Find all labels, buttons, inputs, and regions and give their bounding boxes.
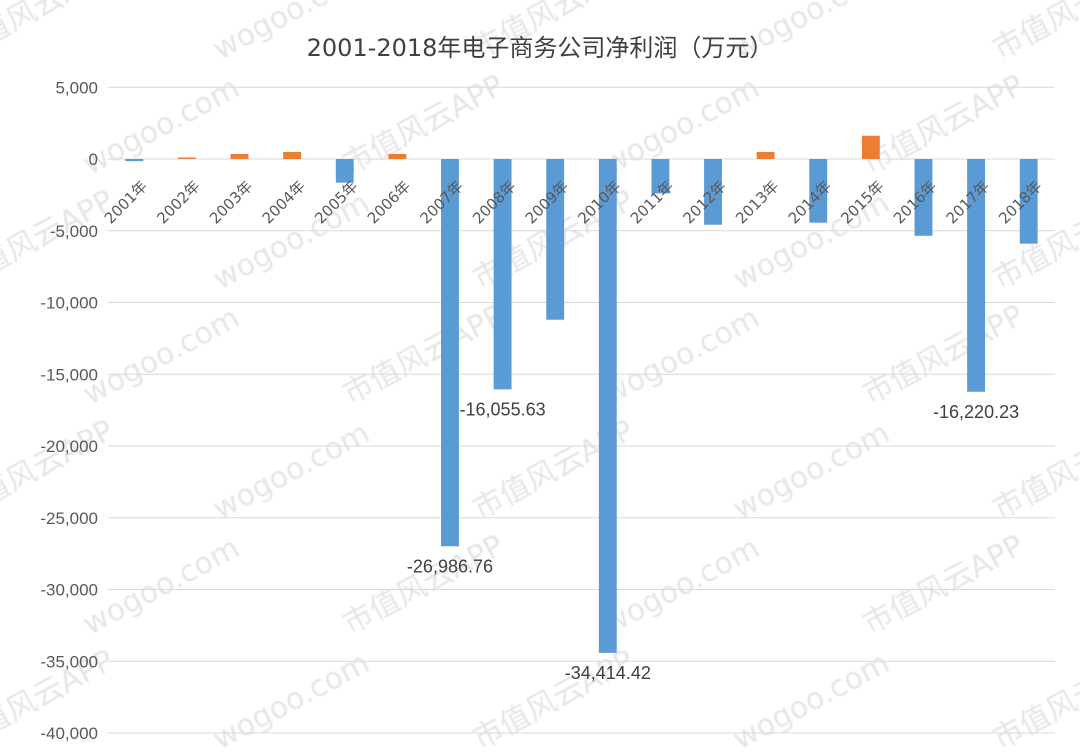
bar-2016年 (914, 159, 933, 236)
x-tick-label: 2015年 (837, 177, 887, 227)
data-label: -16,220.23 (933, 402, 1019, 422)
bar-2009年 (546, 159, 565, 320)
data-labels: -26,986.76 -16,055.63 -34,414.42 -16,220.23 (407, 399, 1019, 682)
bar-2007年 (441, 159, 459, 547)
y-tick-label: -35,000 (40, 652, 98, 671)
y-tick-label: -40,000 (40, 724, 98, 743)
y-tick-label: 0 (89, 150, 98, 169)
y-tick-label: -5,000 (50, 222, 98, 241)
bar-2004年 (283, 151, 302, 159)
data-label: -26,986.76 (407, 556, 493, 576)
x-tick-label: 2003年 (206, 177, 256, 227)
bar-2003年 (230, 153, 249, 159)
x-tick-label: 2001年 (101, 177, 151, 227)
bars (125, 135, 1038, 653)
y-axis-ticks: 5,000 0 -5,000 -10,000 -15,000 -20,000 -25,000… (40, 78, 98, 743)
bar-2014年 (809, 159, 828, 223)
x-tick-label: 2004年 (259, 177, 309, 227)
bar-2006年 (388, 153, 407, 159)
bar-2002年 (177, 157, 196, 159)
bar-2012年 (704, 159, 722, 225)
chart-title: 2001-2018年电子商务公司净利润（万元） (307, 34, 774, 62)
x-axis-labels: 2001年 2002年 2003年 2004年 2005年 2006年 2007年 2008年… (101, 177, 1046, 227)
y-tick-label: -20,000 (40, 437, 98, 456)
y-tick-label: -15,000 (40, 365, 98, 384)
bar-2017年 (967, 159, 986, 392)
bar-2010年 (598, 159, 617, 653)
data-label: -16,055.63 (460, 399, 546, 419)
y-tick-label: 5,000 (55, 78, 98, 97)
x-tick-label: 2002年 (153, 177, 203, 227)
bar-2015年 (861, 135, 880, 159)
data-label: -34,414.42 (565, 663, 651, 683)
bar-2013年 (756, 151, 775, 159)
bar-2008年 (493, 159, 512, 390)
y-tick-label: -25,000 (40, 509, 98, 528)
y-tick-label: -10,000 (40, 294, 98, 313)
x-tick-label: 2005年 (311, 177, 361, 227)
x-tick-label: 2006年 (364, 177, 414, 227)
bar-2011年 (651, 159, 670, 194)
bar-2005年 (335, 159, 354, 183)
gridlines (108, 86, 1055, 734)
bar-2018年 (1019, 159, 1038, 244)
y-tick-label: -30,000 (40, 581, 98, 600)
bar-2001年 (125, 159, 144, 162)
x-tick-label: 2013年 (732, 177, 782, 227)
